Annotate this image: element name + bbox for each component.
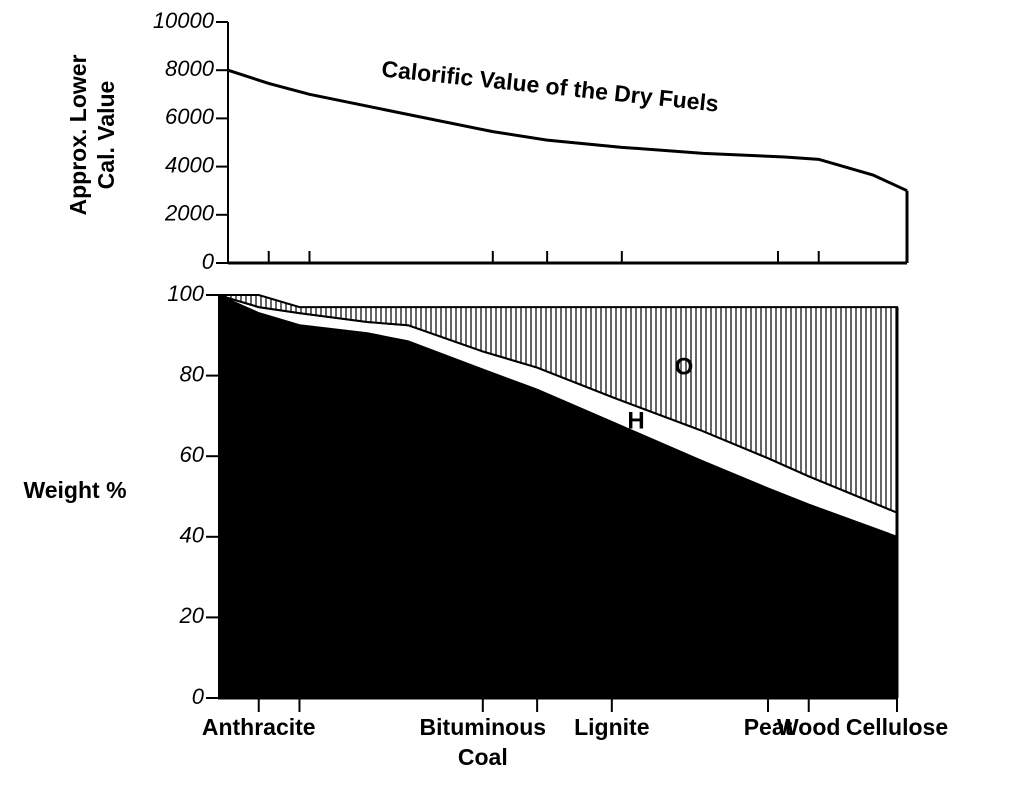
series-label: H xyxy=(627,407,644,434)
line xyxy=(227,68,908,193)
y-tick-label: 100 xyxy=(167,281,204,306)
y-tick-label: 4000 xyxy=(165,152,215,177)
series-label: C xyxy=(691,596,720,640)
y-axis-label: Cal. Value xyxy=(93,81,119,190)
y-tick-label: 0 xyxy=(192,684,205,709)
x-tick-label: Peat xyxy=(743,714,793,740)
y-tick-label: 60 xyxy=(180,442,205,467)
annotation: Calorific Value of the Dry Fuels xyxy=(380,55,720,116)
y-tick-label: 10000 xyxy=(153,8,215,33)
y-tick-label: 2000 xyxy=(164,201,215,226)
y-tick-label: 20 xyxy=(179,603,205,628)
y-tick-label: 40 xyxy=(180,523,205,548)
area-c xyxy=(218,295,897,698)
x-tick-label: Cellulose xyxy=(845,714,949,740)
y-axis-label: Approx. Lower xyxy=(65,54,91,215)
y-tick-label: 8000 xyxy=(165,56,215,81)
x-tick-label: Anthracite xyxy=(201,714,316,740)
x-tick-label: Lignite xyxy=(574,714,650,740)
y-tick-label: 0 xyxy=(202,249,215,274)
y-axis-label: Weight % xyxy=(23,477,126,503)
y-tick-label: 80 xyxy=(180,361,205,386)
x-tick-label: Bituminous Coal xyxy=(419,714,547,770)
y-tick-label: 6000 xyxy=(165,104,215,129)
series-label: O xyxy=(675,353,694,380)
x-tick-label: Wood xyxy=(776,714,841,740)
